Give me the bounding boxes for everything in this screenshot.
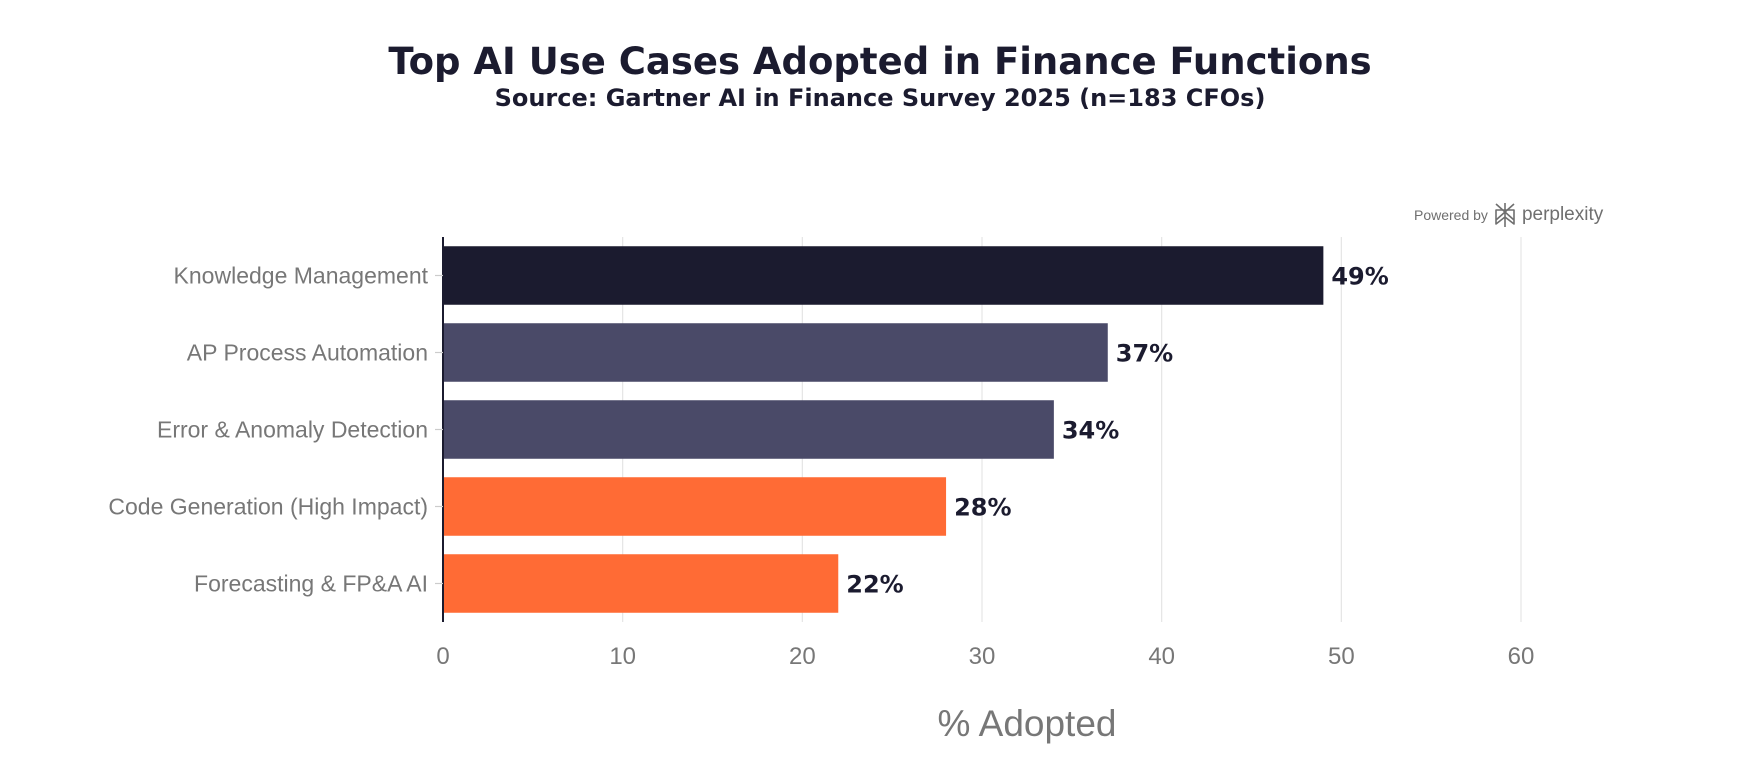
perplexity-brand-text: perplexity: [1521, 204, 1604, 225]
labels: 0 10 20 30 40 50 60 Knowledge Management 49% AP P…: [108, 263, 1534, 671]
bars: [444, 246, 1324, 613]
value-label: 28%: [954, 494, 1011, 522]
category-label: Forecasting & FP&A AI: [194, 571, 428, 597]
x-tick-label: 40: [1148, 643, 1175, 670]
powered-by-text: Powered by: [1414, 207, 1488, 223]
chart-title: Top AI Use Cases Adopted in Finance Func…: [388, 40, 1372, 83]
powered-by-badge: Powered by perplexity: [1414, 202, 1603, 228]
category-label: Knowledge Management: [174, 263, 429, 289]
perplexity-logo-icon: [1495, 203, 1515, 227]
bar: [444, 323, 1108, 382]
category-label: Code Generation (High Impact): [108, 494, 428, 520]
value-label: 37%: [1116, 340, 1173, 368]
value-label: 34%: [1062, 417, 1119, 445]
x-tick-label: 0: [436, 643, 449, 670]
x-tick-label: 60: [1508, 643, 1535, 670]
value-label: 49%: [1331, 263, 1388, 291]
x-axis-title: % Adopted: [938, 703, 1117, 744]
category-label: Error & Anomaly Detection: [157, 417, 428, 443]
chart-subtitle: Source: Gartner AI in Finance Survey 202…: [494, 84, 1266, 112]
bar: [444, 246, 1324, 305]
x-tick-label: 30: [969, 643, 996, 670]
axes: [435, 237, 444, 622]
x-tick-label: 10: [609, 643, 636, 670]
category-label: AP Process Automation: [187, 340, 428, 366]
x-tick-label: 50: [1328, 643, 1355, 670]
value-label: 22%: [846, 571, 903, 599]
bar: [444, 400, 1054, 459]
x-tick-label: 20: [789, 643, 816, 670]
bar: [444, 554, 839, 613]
bar: [444, 477, 947, 536]
